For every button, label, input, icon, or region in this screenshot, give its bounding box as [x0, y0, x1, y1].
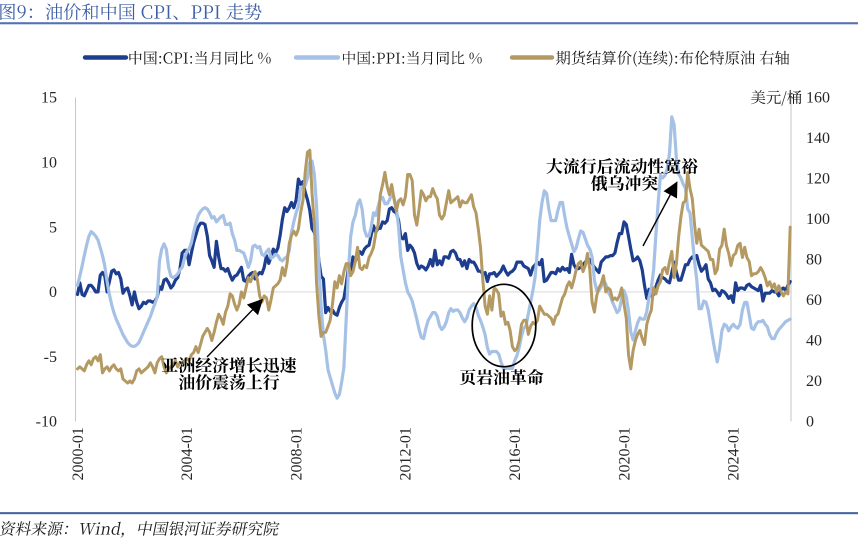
svg-text:10: 10	[41, 155, 57, 172]
svg-text:40: 40	[806, 333, 822, 350]
svg-text:2012-01: 2012-01	[398, 427, 415, 480]
svg-text:140: 140	[806, 130, 830, 147]
svg-text:2008-01: 2008-01	[288, 427, 305, 480]
svg-text:15: 15	[41, 90, 57, 107]
svg-text:-5: -5	[44, 349, 57, 366]
svg-text:-10: -10	[36, 414, 57, 431]
svg-text:120: 120	[806, 171, 830, 188]
svg-text:2004-01: 2004-01	[179, 427, 196, 480]
svg-text:0: 0	[806, 414, 814, 431]
svg-text:2024-01: 2024-01	[726, 427, 743, 480]
svg-text:2016-01: 2016-01	[507, 427, 524, 480]
svg-text:160: 160	[806, 90, 830, 107]
svg-text:5: 5	[49, 219, 57, 236]
svg-text:80: 80	[806, 252, 822, 269]
svg-text:60: 60	[806, 292, 822, 309]
svg-text:20: 20	[806, 373, 822, 390]
svg-text:100: 100	[806, 211, 830, 228]
svg-text:2020-01: 2020-01	[616, 427, 633, 480]
svg-text:0: 0	[49, 284, 57, 301]
svg-text:2000-01: 2000-01	[70, 427, 87, 480]
